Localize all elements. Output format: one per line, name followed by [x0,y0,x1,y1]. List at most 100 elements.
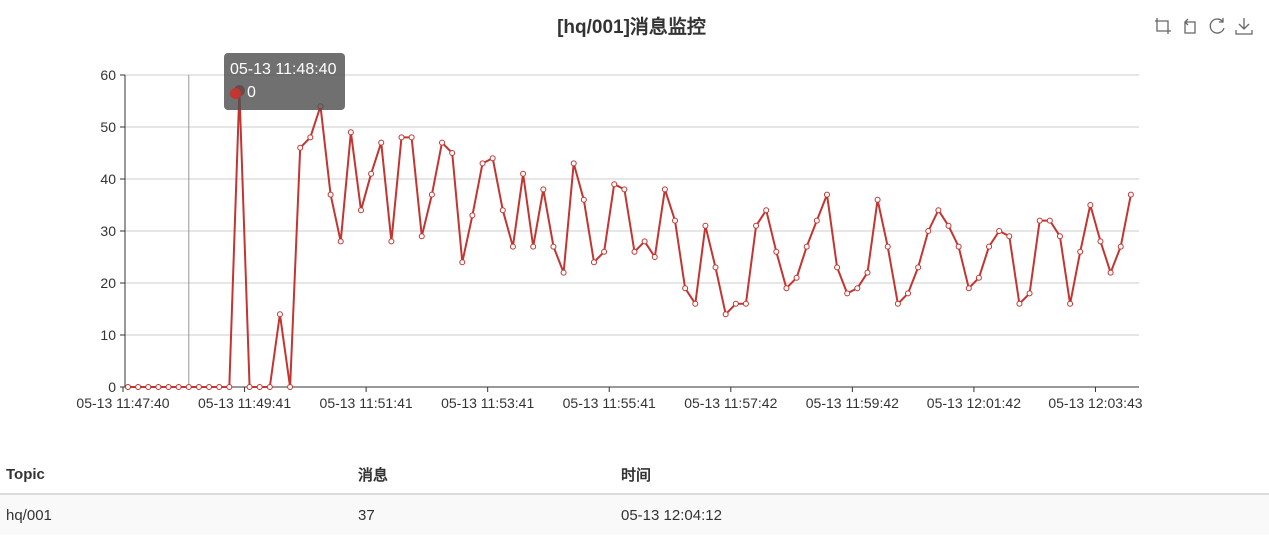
data-point [520,170,527,177]
data-point [1067,300,1074,307]
data-point [742,300,749,307]
data-point [651,254,658,260]
data-point [509,243,516,250]
data-point [1056,233,1063,240]
data-point [357,207,364,214]
data-point [570,160,577,167]
data-point [905,290,911,297]
data-point [347,129,354,136]
save-image-icon[interactable] [1234,16,1254,36]
series-line [128,89,1132,388]
zoom-reset-icon[interactable] [1180,16,1200,36]
data-point [266,384,273,390]
chart-tooltip: 05-13 11:48:40 0 [224,53,345,110]
data-point [955,243,962,250]
data-point [722,311,729,318]
data-point [732,300,739,307]
data-point [692,300,699,307]
data-point [418,233,425,240]
data-point [449,150,456,156]
data-point [672,217,679,224]
data-point [550,243,557,250]
data-point [276,311,283,318]
x-tick-label: 05-13 11:51:41 [320,395,413,411]
chart-title: [hq/001]消息监控 [557,17,706,38]
data-point [621,186,628,193]
data-point [823,191,830,198]
data-point [925,228,932,234]
data-point [1046,217,1053,224]
x-tick-label: 05-13 11:55:41 [563,395,656,411]
data-point [1077,248,1084,255]
y-tick-label: 60 [100,67,116,83]
x-tick-label: 05-13 12:03:43 [1048,395,1142,411]
data-point [287,384,294,390]
data-point [803,243,810,250]
data-point [246,384,253,390]
y-tick-label: 20 [100,275,116,291]
data-point [1016,300,1023,307]
data-point [793,274,800,281]
data-point [428,191,435,198]
data-point [763,207,770,214]
data-point [479,160,486,167]
cell-message: 37 [352,494,615,535]
zoom-icon[interactable] [1153,16,1173,36]
x-tick-label: 05-13 11:53:41 [441,395,534,411]
restore-icon[interactable] [1207,16,1227,36]
data-point [1107,269,1114,276]
data-point [256,384,263,390]
column-header-time: 时间 [615,455,1269,495]
data-point [540,186,547,193]
y-tick-label: 0 [108,379,116,395]
table-header-row: Topic 消息 时间 [0,455,1269,495]
data-point [216,384,223,390]
data-point [813,217,820,224]
y-tick-label: 10 [100,327,116,343]
data-point [530,243,537,250]
data-point [773,248,780,255]
cell-time: 05-13 12:04:12 [615,494,1269,535]
data-point [378,139,385,146]
data-point [459,259,466,266]
y-tick-label: 30 [100,223,116,239]
data-point [641,238,648,245]
data-point [327,191,334,198]
data-point [864,269,871,276]
data-point [1026,290,1033,297]
data-point [884,243,891,250]
data-point [1036,217,1043,224]
y-tick-label: 40 [100,171,116,187]
data-point [398,134,405,141]
data-point [854,285,861,292]
data-point [388,238,395,245]
data-point [185,384,192,390]
table-row[interactable]: hq/001 37 05-13 12:04:12 [0,494,1269,535]
data-point [611,181,618,188]
data-point [175,384,182,390]
data-point [1097,238,1104,245]
x-tick-label: 05-13 11:57:42 [684,395,777,411]
data-point [945,222,952,229]
x-tick-label: 05-13 11:49:41 [198,395,291,411]
data-point [986,243,993,250]
data-point [1117,243,1124,250]
data-point [702,222,709,229]
topic-table: Topic 消息 时间 hq/001 37 05-13 12:04:12 [0,455,1269,535]
data-point [125,384,131,390]
data-point [712,264,719,271]
data-point [195,384,202,390]
data-point [499,207,506,214]
data-point [297,144,304,151]
line-chart[interactable]: 0 10 20 30 40 50 60 05-13 11:47:40 05-13 11:49:4… [0,0,1269,430]
tooltip-time: 05-13 11:48:40 [230,61,337,78]
data-point [469,212,476,219]
column-header-topic: Topic [0,455,352,495]
data-point [165,384,172,390]
data-point [1006,233,1013,240]
x-tick-label: 05-13 12:01:42 [927,395,1021,411]
chart-toolbox [1153,16,1254,36]
data-point [439,139,446,146]
data-point [337,238,344,245]
data-point [307,134,314,141]
